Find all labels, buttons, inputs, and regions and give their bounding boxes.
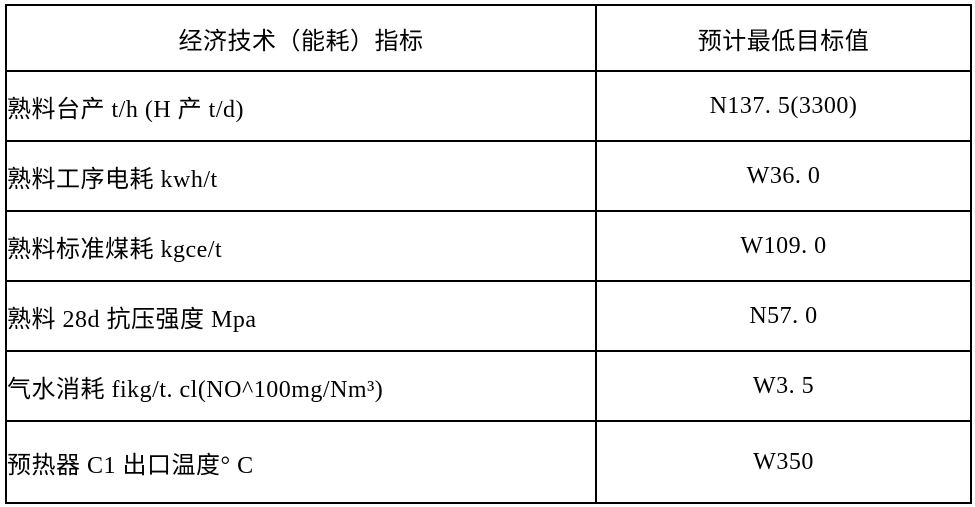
table-row: 熟料标准煤耗 kgce/t W109. 0 bbox=[5, 210, 972, 282]
target-cell: W36. 0 bbox=[595, 140, 972, 212]
table-row: 熟料工序电耗 kwh/t W36. 0 bbox=[5, 140, 972, 212]
indicator-cell: 熟料台产 t/h (H 产 t/d) bbox=[5, 70, 597, 142]
indicator-cell: 熟料 28d 抗压强度 Mpa bbox=[5, 280, 597, 352]
indicator-cell: 熟料工序电耗 kwh/t bbox=[5, 140, 597, 212]
column-header-indicator: 经济技术（能耗）指标 bbox=[5, 4, 597, 72]
target-cell: N137. 5(3300) bbox=[595, 70, 972, 142]
target-cell: W109. 0 bbox=[595, 210, 972, 282]
target-cell: W350 bbox=[595, 420, 972, 504]
indicator-cell: 气水消耗 fikg/t. cl(NO^100mg/Nm³) bbox=[5, 350, 597, 422]
table-row: 熟料台产 t/h (H 产 t/d) N137. 5(3300) bbox=[5, 70, 972, 142]
table-row: 预热器 C1 出口温度° C W350 bbox=[5, 420, 972, 504]
column-header-target: 预计最低目标值 bbox=[595, 4, 972, 72]
indicators-table: 经济技术（能耗）指标 预计最低目标值 熟料台产 t/h (H 产 t/d) N1… bbox=[5, 4, 972, 504]
indicator-cell: 熟料标准煤耗 kgce/t bbox=[5, 210, 597, 282]
target-cell: N57. 0 bbox=[595, 280, 972, 352]
header-row: 经济技术（能耗）指标 预计最低目标值 bbox=[5, 4, 972, 72]
target-cell: W3. 5 bbox=[595, 350, 972, 422]
table-row: 气水消耗 fikg/t. cl(NO^100mg/Nm³) W3. 5 bbox=[5, 350, 972, 422]
table-row: 熟料 28d 抗压强度 Mpa N57. 0 bbox=[5, 280, 972, 352]
indicator-cell: 预热器 C1 出口温度° C bbox=[5, 420, 597, 504]
